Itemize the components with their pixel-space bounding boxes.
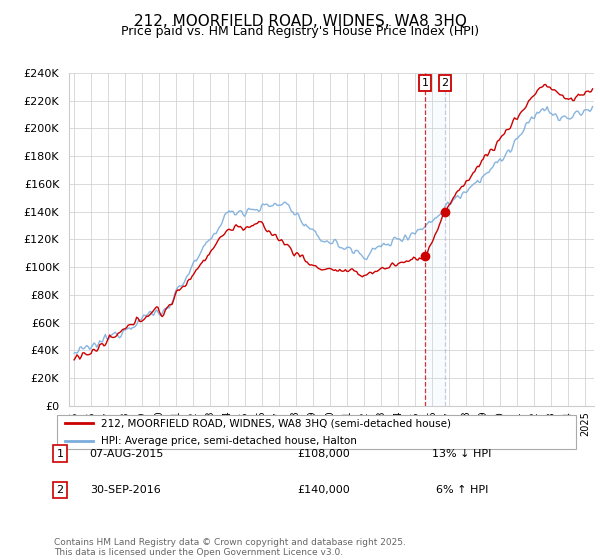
- Text: HPI: Average price, semi-detached house, Halton: HPI: Average price, semi-detached house,…: [101, 436, 357, 446]
- Bar: [425, 73, 445, 406]
- Text: 30-SEP-2016: 30-SEP-2016: [91, 485, 161, 495]
- Text: £108,000: £108,000: [298, 449, 350, 459]
- Text: 212, MOORFIELD ROAD, WIDNES, WA8 3HQ (semi-detached house): 212, MOORFIELD ROAD, WIDNES, WA8 3HQ (se…: [101, 418, 451, 428]
- Text: 13% ↓ HPI: 13% ↓ HPI: [433, 449, 491, 459]
- Text: 2: 2: [441, 78, 448, 88]
- Text: £140,000: £140,000: [298, 485, 350, 495]
- Text: Price paid vs. HM Land Registry's House Price Index (HPI): Price paid vs. HM Land Registry's House …: [121, 25, 479, 38]
- Text: 07-AUG-2015: 07-AUG-2015: [89, 449, 163, 459]
- Text: 6% ↑ HPI: 6% ↑ HPI: [436, 485, 488, 495]
- Text: 1: 1: [421, 78, 428, 88]
- Text: Contains HM Land Registry data © Crown copyright and database right 2025.
This d: Contains HM Land Registry data © Crown c…: [54, 538, 406, 557]
- Text: 212, MOORFIELD ROAD, WIDNES, WA8 3HQ: 212, MOORFIELD ROAD, WIDNES, WA8 3HQ: [134, 14, 466, 29]
- Text: 2: 2: [56, 485, 64, 495]
- Text: 1: 1: [56, 449, 64, 459]
- FancyBboxPatch shape: [56, 414, 577, 449]
